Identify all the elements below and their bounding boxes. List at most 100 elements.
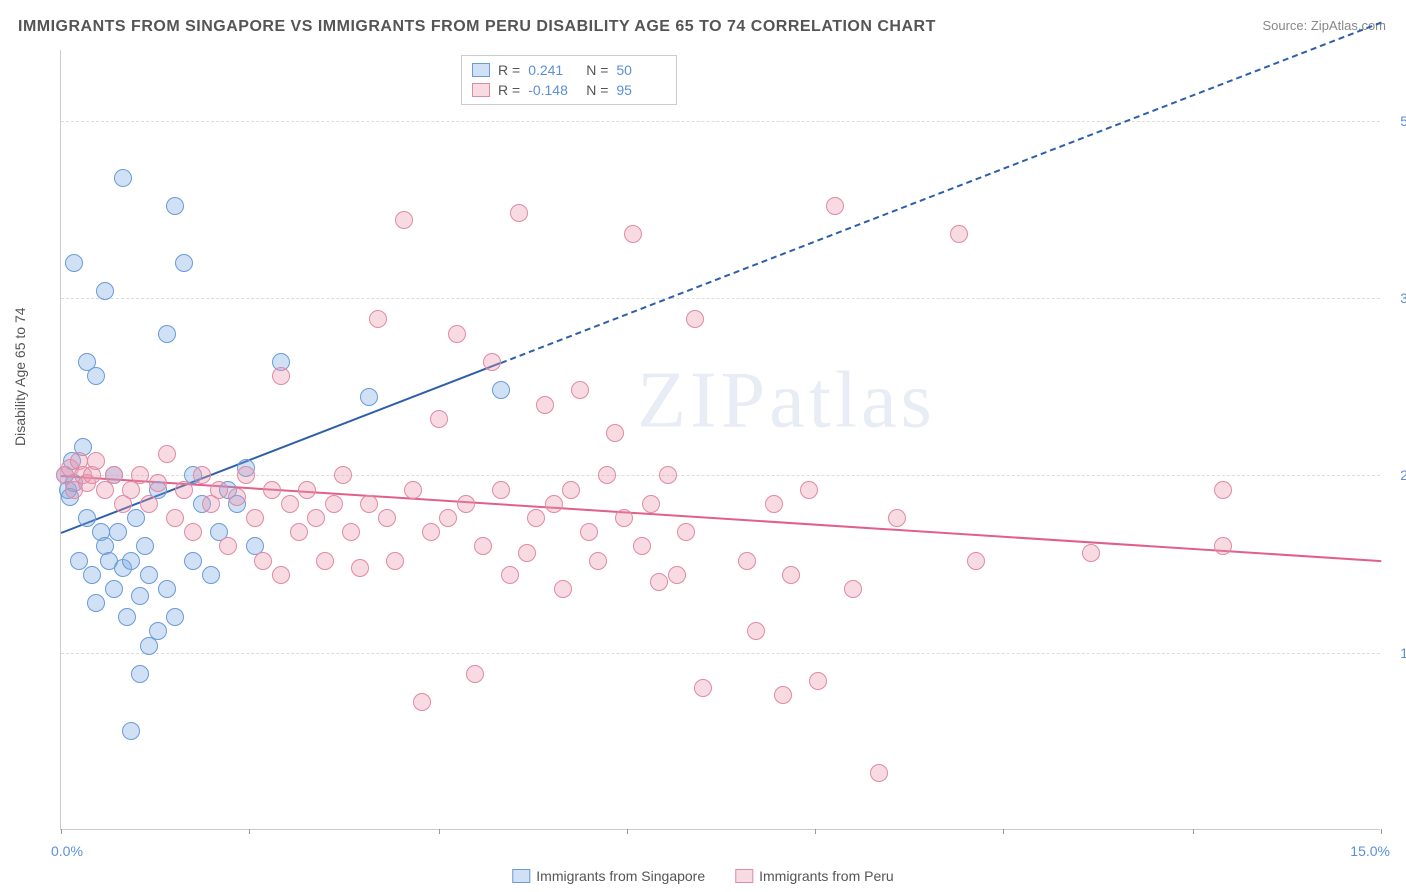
scatter-point (360, 495, 378, 513)
scatter-point (127, 509, 145, 527)
scatter-point (518, 544, 536, 562)
scatter-point (950, 225, 968, 243)
legend-label-peru: Immigrants from Peru (759, 868, 894, 884)
n-value-singapore: 50 (616, 62, 666, 78)
scatter-point (118, 608, 136, 626)
scatter-point (158, 325, 176, 343)
x-tick-mark (249, 829, 250, 834)
stats-row-peru: R = -0.148 N = 95 (472, 80, 666, 100)
scatter-point (105, 466, 123, 484)
scatter-point (483, 353, 501, 371)
scatter-point (334, 466, 352, 484)
scatter-point (510, 204, 528, 222)
scatter-point (650, 573, 668, 591)
correlation-stats-box: R = 0.241 N = 50 R = -0.148 N = 95 (461, 55, 677, 105)
scatter-point (492, 481, 510, 499)
scatter-point (545, 495, 563, 513)
scatter-point (677, 523, 695, 541)
scatter-point (65, 254, 83, 272)
scatter-point (272, 566, 290, 584)
scatter-point (281, 495, 299, 513)
scatter-point (870, 764, 888, 782)
scatter-point (175, 254, 193, 272)
x-tick-mark (627, 829, 628, 834)
scatter-point (202, 566, 220, 584)
scatter-point (1082, 544, 1100, 562)
scatter-point (1214, 537, 1232, 555)
scatter-point (633, 537, 651, 555)
stats-row-singapore: R = 0.241 N = 50 (472, 60, 666, 80)
r-value-singapore: 0.241 (528, 62, 578, 78)
scatter-point (395, 211, 413, 229)
y-tick-label: 50.0% (1385, 113, 1406, 129)
x-tick-label-max: 15.0% (1350, 843, 1390, 859)
legend-label-singapore: Immigrants from Singapore (536, 868, 705, 884)
scatter-point (430, 410, 448, 428)
scatter-point (369, 310, 387, 328)
scatter-point (378, 509, 396, 527)
scatter-point (149, 474, 167, 492)
scatter-point (175, 481, 193, 499)
scatter-point (598, 466, 616, 484)
scatter-point (87, 594, 105, 612)
scatter-point (351, 559, 369, 577)
scatter-point (114, 169, 132, 187)
scatter-point (166, 509, 184, 527)
scatter-point (668, 566, 686, 584)
n-label: N = (586, 62, 608, 78)
scatter-point (738, 552, 756, 570)
scatter-point (307, 509, 325, 527)
x-tick-mark (815, 829, 816, 834)
gridline-horizontal (61, 475, 1380, 476)
x-tick-mark (1193, 829, 1194, 834)
scatter-point (131, 587, 149, 605)
scatter-point (237, 466, 255, 484)
x-tick-mark (1003, 829, 1004, 834)
scatter-point (109, 523, 127, 541)
scatter-point (492, 381, 510, 399)
scatter-point (78, 509, 96, 527)
scatter-point (782, 566, 800, 584)
legend-item-singapore: Immigrants from Singapore (512, 868, 705, 884)
scatter-point (474, 537, 492, 555)
scatter-point (193, 466, 211, 484)
scatter-point (131, 466, 149, 484)
scatter-point (800, 481, 818, 499)
scatter-point (149, 622, 167, 640)
y-tick-label: 25.0% (1385, 467, 1406, 483)
scatter-point (228, 488, 246, 506)
scatter-point (413, 693, 431, 711)
n-value-peru: 95 (616, 82, 666, 98)
scatter-point (272, 367, 290, 385)
scatter-point (184, 552, 202, 570)
scatter-point (1214, 481, 1232, 499)
legend-swatch-singapore (512, 869, 530, 883)
scatter-point (606, 424, 624, 442)
scatter-point (659, 466, 677, 484)
scatter-point (342, 523, 360, 541)
x-tick-mark (1381, 829, 1382, 834)
gridline-horizontal (61, 653, 1380, 654)
scatter-point (122, 552, 140, 570)
scatter-point (184, 523, 202, 541)
scatter-point (325, 495, 343, 513)
scatter-point (571, 381, 589, 399)
y-tick-label: 37.5% (1385, 290, 1406, 306)
scatter-point (888, 509, 906, 527)
chart-plot-area: ZIPatlas R = 0.241 N = 50 R = -0.148 N =… (60, 50, 1380, 830)
scatter-point (210, 481, 228, 499)
scatter-point (70, 552, 88, 570)
scatter-point (263, 481, 281, 499)
scatter-point (686, 310, 704, 328)
watermark-text: ZIPatlas (637, 355, 936, 446)
scatter-point (589, 552, 607, 570)
swatch-singapore (472, 63, 490, 77)
scatter-point (298, 481, 316, 499)
scatter-point (765, 495, 783, 513)
swatch-peru (472, 83, 490, 97)
gridline-horizontal (61, 121, 1380, 122)
scatter-point (580, 523, 598, 541)
scatter-point (360, 388, 378, 406)
scatter-point (466, 665, 484, 683)
scatter-point (536, 396, 554, 414)
